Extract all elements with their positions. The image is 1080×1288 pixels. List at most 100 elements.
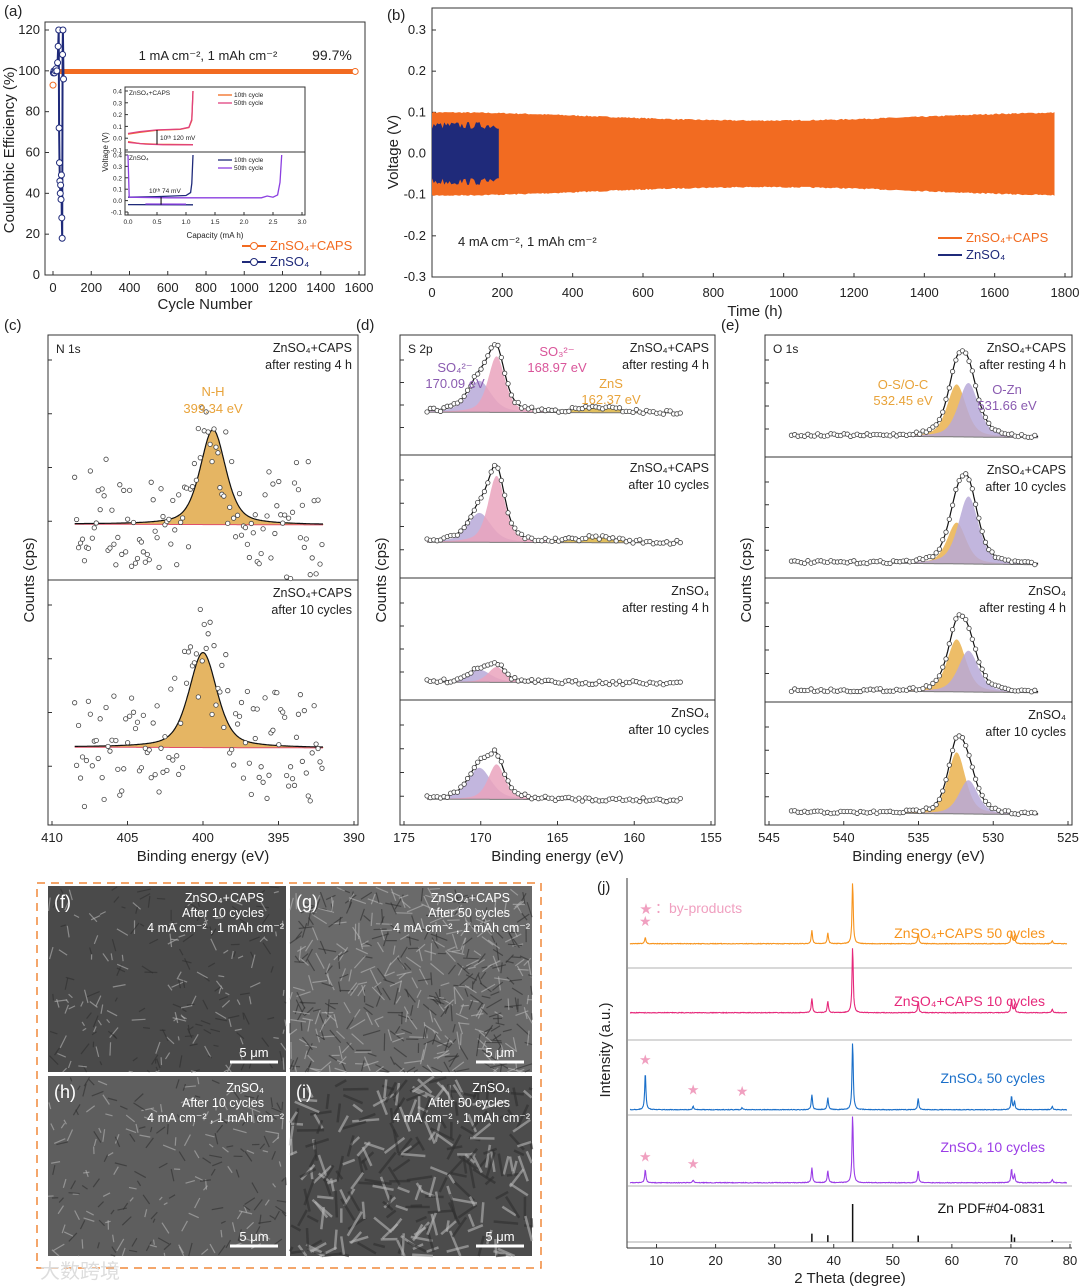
sem-texture	[311, 1067, 322, 1071]
sem-texture	[359, 908, 365, 921]
sem-texture	[304, 1050, 308, 1060]
sem-texture	[351, 1033, 364, 1045]
data-point	[943, 396, 949, 402]
sem-texture	[192, 1033, 199, 1044]
data-point	[246, 760, 252, 766]
sem-texture	[321, 1252, 342, 1258]
sem-texture	[194, 1197, 201, 1209]
sem-texture	[495, 1022, 505, 1026]
sem-texture	[74, 1210, 80, 1220]
data-point	[464, 775, 471, 782]
sem-texture	[288, 1111, 298, 1124]
sem-texture	[114, 1134, 120, 1144]
sem-texture	[203, 1111, 210, 1121]
data-point	[319, 765, 325, 771]
sem-texture	[492, 1033, 502, 1041]
sem-texture	[239, 1052, 243, 1060]
data-point	[313, 571, 319, 577]
x-tick-label: 165	[547, 830, 569, 845]
sem-texture	[389, 1056, 396, 1066]
data-point	[219, 662, 225, 668]
data-point	[959, 735, 966, 741]
sem-background	[48, 886, 286, 1072]
sem-texture	[454, 894, 468, 900]
legend-label: ZnSO₄	[966, 247, 1005, 262]
sem-texture	[338, 950, 349, 958]
sem-texture	[425, 894, 436, 900]
region-label: N 1s	[56, 342, 81, 356]
sem-texture	[509, 1182, 529, 1197]
sem-texture	[365, 1003, 374, 1009]
data-point	[199, 405, 205, 411]
sem-texture	[271, 1107, 282, 1113]
sem-texture	[259, 936, 266, 943]
sem-texture	[325, 894, 336, 901]
sem-texture	[318, 947, 337, 953]
sem-texture	[253, 1199, 263, 1211]
peak-label: ZnS	[599, 376, 623, 391]
data-point	[1005, 808, 1012, 814]
inset-x-tick-label: 2.5	[268, 219, 277, 226]
condition-label: 4 mA cm⁻², 1 mAh cm⁻²	[458, 234, 597, 249]
sem-texture	[167, 938, 178, 945]
data-point	[630, 540, 636, 546]
sem-texture	[415, 1136, 425, 1151]
sem-texture	[111, 939, 117, 952]
inset-y-tick-label: 0.4	[113, 153, 122, 160]
data-point	[468, 383, 474, 389]
sem-texture	[196, 971, 208, 979]
sem-texture	[459, 973, 474, 986]
sem-texture	[430, 962, 445, 976]
sem-texture	[155, 1041, 161, 1054]
sem-texture	[406, 1175, 433, 1182]
sem-texture	[202, 1157, 212, 1164]
sem-texture	[243, 1206, 248, 1213]
sem-texture	[236, 999, 241, 1005]
sem-texture	[134, 1093, 144, 1102]
data-point	[72, 700, 78, 706]
byproduct-star-icon: ★	[687, 1155, 700, 1171]
scale-bar-label: 5 μm	[485, 1229, 514, 1244]
data-point	[225, 688, 231, 694]
sem-texture	[305, 1086, 314, 1099]
data-point	[217, 689, 223, 695]
sem-texture	[249, 936, 260, 942]
sem-texture	[391, 891, 401, 897]
sem-texture	[314, 1008, 321, 1025]
sem-texture	[401, 900, 411, 909]
sem-texture	[282, 989, 285, 996]
x-tick-label: 0	[428, 285, 435, 300]
data-point	[244, 541, 250, 547]
sem-texture	[493, 928, 504, 939]
sem-texture	[487, 960, 501, 968]
sem-texture	[511, 1160, 518, 1176]
sem-texture	[269, 886, 280, 889]
inset-legend-label: 50th cycle	[234, 100, 264, 107]
sem-texture	[338, 1056, 347, 1065]
sem-texture	[182, 1083, 186, 1091]
sem-texture	[453, 986, 456, 1005]
sem-texture	[508, 1133, 525, 1151]
sem-texture	[174, 1137, 177, 1146]
sem-texture	[361, 1201, 366, 1220]
sem-texture	[297, 1098, 318, 1103]
sem-texture	[445, 950, 456, 962]
data-point	[238, 532, 245, 538]
sem-texture	[453, 905, 461, 916]
sem-texture	[348, 893, 355, 902]
sem-texture	[492, 964, 507, 969]
sem-texture	[256, 905, 269, 909]
sem-texture	[138, 1126, 146, 1130]
sem-texture	[420, 888, 424, 902]
sem-texture	[169, 922, 178, 925]
sem-texture	[214, 1132, 219, 1145]
sem-texture	[444, 999, 455, 1009]
sem-texture	[51, 1249, 60, 1257]
sem-texture	[135, 1123, 139, 1133]
sem-texture	[184, 1035, 194, 1038]
sem-texture	[389, 1122, 399, 1138]
sem-texture	[483, 1147, 498, 1155]
sem-texture	[392, 945, 396, 955]
data-point	[121, 487, 127, 493]
data-point	[610, 535, 616, 541]
